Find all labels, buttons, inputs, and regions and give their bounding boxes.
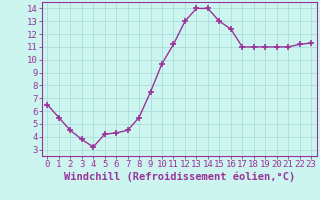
X-axis label: Windchill (Refroidissement éolien,°C): Windchill (Refroidissement éolien,°C) [64,172,295,182]
